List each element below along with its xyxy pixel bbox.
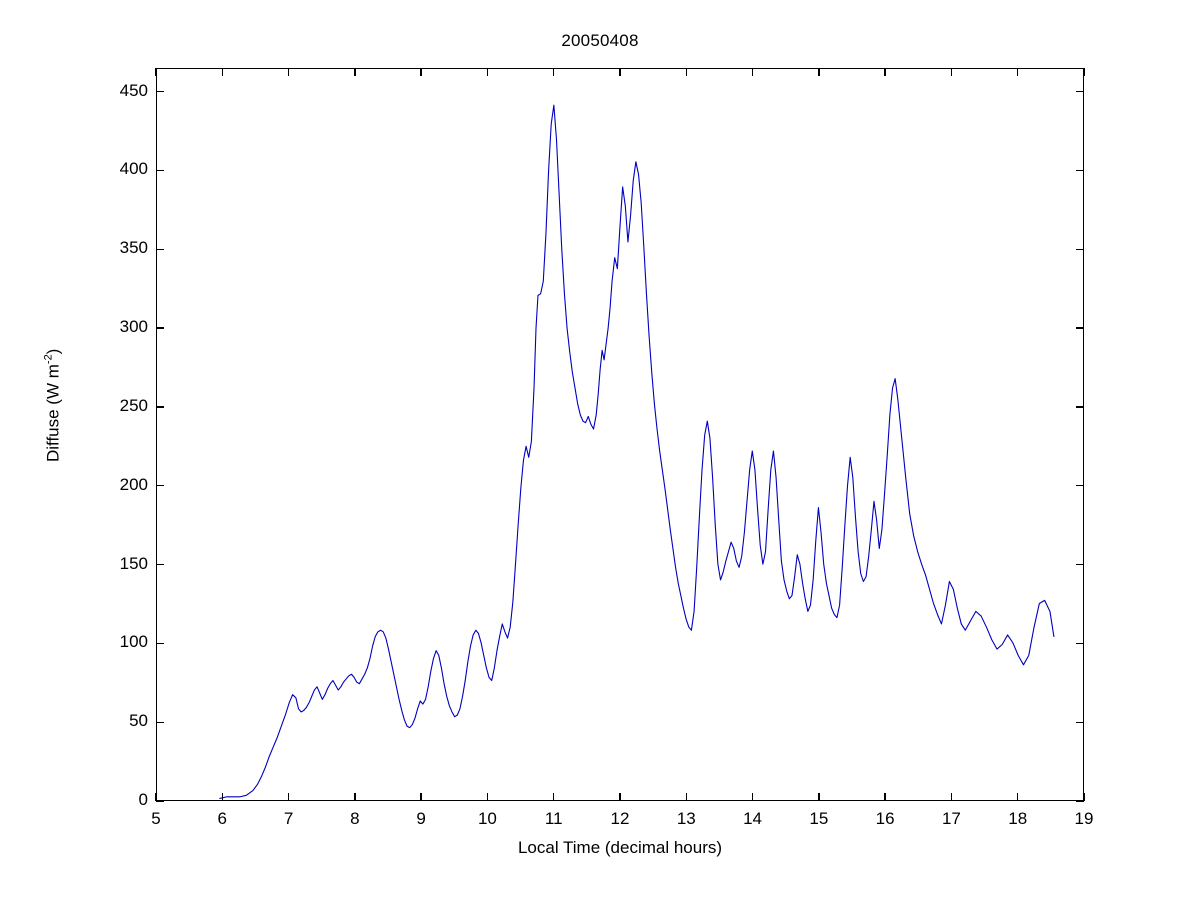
y-tick-label: 50 <box>129 711 148 731</box>
x-tick-mark-top <box>818 68 820 76</box>
x-tick-mark <box>486 793 489 801</box>
y-tick-mark <box>156 800 164 802</box>
x-tick-mark <box>287 793 290 801</box>
y-tick-label: 150 <box>119 553 148 573</box>
y-axis-label-close: ) <box>43 348 63 355</box>
x-tick-mark-top <box>950 68 953 76</box>
x-tick-label: 15 <box>809 809 829 828</box>
x-tick-label: 12 <box>610 809 630 828</box>
x-tick-mark-top <box>420 68 422 76</box>
x-tick-mark <box>619 793 621 801</box>
x-tick-mark-top <box>287 68 290 76</box>
x-tick-mark-top <box>486 68 489 76</box>
x-tick-label: 14 <box>743 809 763 828</box>
y-tick-mark <box>156 642 164 644</box>
plot-line-svg <box>157 69 1083 800</box>
x-tick-mark <box>884 793 886 801</box>
x-tick-label: 17 <box>941 809 961 828</box>
x-tick-mark-top <box>1017 68 1019 76</box>
y-tick-mark-right <box>1076 169 1084 172</box>
y-tick-mark-right <box>1076 90 1084 93</box>
y-tick-label: 350 <box>119 238 148 258</box>
x-tick-mark <box>420 793 422 801</box>
y-tick-label: 100 <box>119 632 148 652</box>
y-tick-mark-right <box>1076 642 1084 644</box>
x-tick-label: 5 <box>151 809 161 828</box>
x-tick-label: 8 <box>350 809 360 828</box>
y-tick-mark-right <box>1076 721 1084 723</box>
x-tick-mark <box>685 793 687 801</box>
x-tick-label: 10 <box>477 809 497 828</box>
x-tick-mark <box>1017 793 1019 801</box>
diffuse-series-line <box>220 105 1054 798</box>
x-tick-mark-top <box>619 68 621 76</box>
x-tick-mark-top <box>1083 68 1085 76</box>
y-tick-mark-right <box>1076 327 1084 329</box>
x-tick-label: 16 <box>875 809 895 828</box>
y-tick-mark <box>156 169 164 172</box>
y-tick-mark-right <box>1076 485 1084 487</box>
x-tick-label: 13 <box>676 809 696 828</box>
y-tick-label: 400 <box>119 159 148 179</box>
x-tick-mark <box>553 793 555 801</box>
x-tick-mark-top <box>155 68 157 76</box>
x-tick-mark-top <box>884 68 886 76</box>
x-axis-label: Local Time (decimal hours) <box>517 838 723 857</box>
x-tick-mark-top <box>221 68 223 76</box>
y-tick-mark-right <box>1076 563 1084 566</box>
y-tick-mark <box>156 90 164 93</box>
y-tick-label: 300 <box>119 317 148 337</box>
x-tick-label: 7 <box>283 809 294 828</box>
x-tick-label: 19 <box>1074 809 1094 828</box>
x-tick-label: 18 <box>1008 809 1028 828</box>
x-tick-mark <box>221 793 223 801</box>
y-tick-label: 0 <box>138 790 148 809</box>
y-axis-label-base: Diffuse (W m <box>43 364 63 463</box>
y-tick-mark <box>156 485 164 487</box>
x-tick-mark <box>1083 793 1085 801</box>
y-tick-label: 450 <box>119 80 148 100</box>
y-tick-mark <box>156 248 164 250</box>
x-tick-mark <box>155 793 157 801</box>
x-tick-mark <box>751 793 754 801</box>
plot-area <box>156 68 1084 801</box>
y-axis-label-exponent: -2 <box>42 354 55 365</box>
y-tick-mark-right <box>1076 248 1084 250</box>
y-tick-label: 200 <box>119 474 148 494</box>
x-tick-mark <box>818 793 820 801</box>
x-tick-label: 6 <box>217 809 228 828</box>
y-tick-mark <box>156 406 164 408</box>
y-tick-mark-right <box>1076 800 1084 802</box>
y-tick-mark-right <box>1076 406 1084 408</box>
x-tick-mark <box>354 793 356 801</box>
x-tick-label: 11 <box>544 809 563 828</box>
x-tick-label: 9 <box>416 809 426 828</box>
y-tick-mark <box>156 721 164 723</box>
y-tick-mark <box>156 563 164 566</box>
y-axis-label: Diffuse (W m-2) <box>43 315 64 495</box>
y-tick-mark <box>156 327 164 329</box>
x-tick-mark-top <box>553 68 555 76</box>
x-tick-mark-top <box>751 68 754 76</box>
x-tick-mark <box>950 793 953 801</box>
x-tick-mark-top <box>685 68 687 76</box>
chart-title: 20050408 <box>561 31 639 50</box>
x-tick-mark-top <box>354 68 356 76</box>
y-tick-label: 250 <box>119 395 148 415</box>
